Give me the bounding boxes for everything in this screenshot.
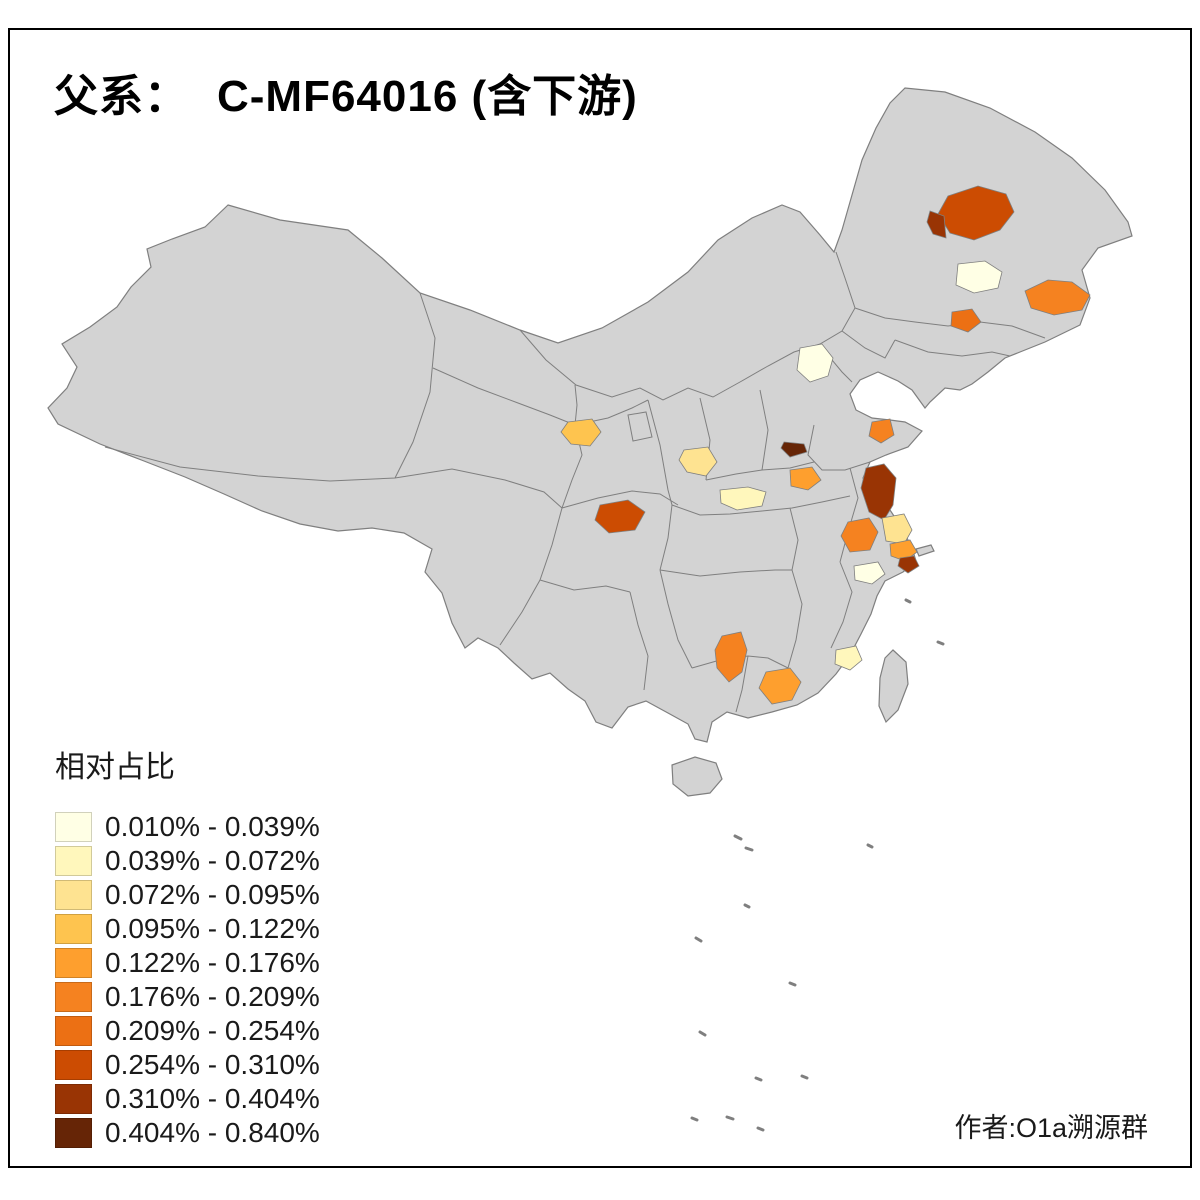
map-region [796, 343, 834, 383]
legend: 相对占比 0.010% - 0.039% 0.039% - 0.072% 0.072… [55, 742, 320, 1152]
map-region [789, 466, 822, 491]
attribution: 作者:O1a溯源群 [954, 1113, 1148, 1143]
map-region [853, 561, 886, 585]
legend-item: 0.404% - 0.840% [55, 1117, 320, 1148]
legend-item: 0.039% - 0.072% [55, 845, 320, 876]
map-region [714, 631, 748, 683]
legend-item: 0.310% - 0.404% [55, 1083, 320, 1114]
province-borders [104, 251, 1046, 713]
title-prefix: 父系： [54, 72, 189, 121]
hainan-island [671, 756, 723, 797]
legend-item: 0.209% - 0.254% [55, 1015, 320, 1046]
legend-swatch [55, 812, 92, 842]
legend-swatch [55, 1016, 92, 1046]
legend-swatch [55, 914, 92, 944]
map-region [1024, 279, 1091, 316]
map-region [780, 441, 808, 458]
taiwan-island [878, 649, 909, 724]
map-region [560, 418, 602, 447]
legend-title: 相对占比 [55, 751, 175, 784]
legend-label: 0.072% - 0.095% [105, 879, 320, 910]
legend-label: 0.010% - 0.039% [105, 811, 320, 842]
map-region [860, 463, 897, 521]
map-region [758, 667, 802, 705]
legend-label: 0.404% - 0.840% [105, 1117, 320, 1148]
legend-label: 0.176% - 0.209% [105, 981, 320, 1012]
map-region [594, 499, 646, 534]
map-region [897, 555, 920, 574]
legend-swatch [55, 1084, 92, 1114]
map-region [955, 260, 1003, 294]
china-mainland [47, 87, 1133, 743]
plot-title: 父系： C-MF64016 (含下游) [54, 60, 638, 124]
chongming-island [915, 544, 935, 557]
map-region [678, 446, 718, 477]
legend-swatch [55, 948, 92, 978]
legend-label: 0.095% - 0.122% [105, 913, 320, 944]
legend-item: 0.010% - 0.039% [55, 811, 320, 842]
legend-item: 0.095% - 0.122% [55, 913, 320, 944]
map-region [881, 513, 913, 545]
legend-swatch [55, 846, 92, 876]
map-region [926, 210, 947, 239]
legend-item: 0.122% - 0.176% [55, 947, 320, 978]
legend-label: 0.209% - 0.254% [105, 1015, 320, 1046]
legend-item: 0.176% - 0.209% [55, 981, 320, 1012]
title-haplogroup: C-MF64016 (含下游) [217, 72, 638, 121]
legend-swatch [55, 1050, 92, 1080]
south-china-sea-islets [690, 598, 945, 1132]
map-region [719, 486, 767, 511]
map-region [834, 645, 863, 671]
legend-items: 0.010% - 0.039% 0.039% - 0.072% 0.072% - 0… [55, 811, 320, 1148]
highlighted-regions [560, 185, 1091, 705]
legend-swatch [55, 982, 92, 1012]
map-region [840, 517, 879, 553]
legend-label: 0.310% - 0.404% [105, 1083, 320, 1114]
legend-label: 0.254% - 0.310% [105, 1049, 320, 1080]
legend-item: 0.072% - 0.095% [55, 879, 320, 910]
legend-swatch [55, 880, 92, 910]
map-region [868, 418, 895, 444]
legend-item: 0.254% - 0.310% [55, 1049, 320, 1080]
legend-swatch [55, 1118, 92, 1148]
legend-label: 0.122% - 0.176% [105, 947, 320, 978]
legend-label: 0.039% - 0.072% [105, 845, 320, 876]
map-region [950, 308, 982, 333]
